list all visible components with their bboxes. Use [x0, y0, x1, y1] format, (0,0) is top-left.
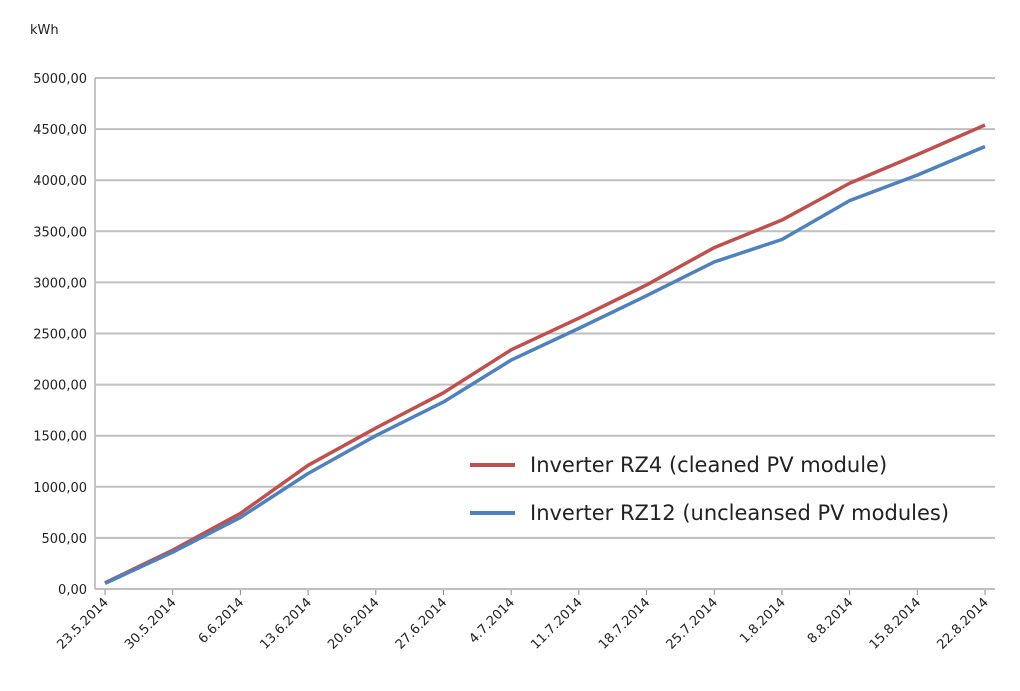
- y-tick-label: 3000,00: [33, 276, 87, 291]
- legend-label: Inverter RZ12 (uncleansed PV modules): [530, 501, 949, 525]
- y-axis-label: kWh: [30, 23, 59, 38]
- lines: [104, 123, 986, 585]
- x-tick-label: 1.8.2014: [737, 595, 789, 647]
- x-tick-label: 20.6.2014: [325, 595, 382, 652]
- x-tick-label: 11.7.2014: [528, 595, 585, 652]
- series-line: [104, 123, 986, 585]
- y-tick-label: 2000,00: [33, 379, 87, 394]
- x-tick-label: 23.5.2014: [54, 595, 111, 652]
- x-tick-label: 8.8.2014: [805, 595, 857, 647]
- legend: Inverter RZ4 (cleaned PV module) Inverte…: [470, 453, 949, 525]
- y-tick-label: 4000,00: [33, 174, 87, 189]
- y-tick-label: 5000,00: [33, 72, 87, 87]
- x-tick-label: 27.6.2014: [393, 595, 450, 652]
- y-tick-label: 500,00: [42, 532, 88, 547]
- y-tick-label: 1000,00: [33, 481, 87, 496]
- x-tick-label: 4.7.2014: [466, 595, 518, 647]
- x-tick-label: 13.6.2014: [258, 595, 315, 652]
- y-tick-label: 1500,00: [33, 430, 87, 445]
- x-tick-label: 18.7.2014: [596, 595, 653, 652]
- x-tick-label: 6.6.2014: [196, 595, 248, 647]
- legend-label: Inverter RZ4 (cleaned PV module): [530, 453, 887, 477]
- series-line: [104, 144, 986, 585]
- x-tick-label: 30.5.2014: [122, 595, 179, 652]
- y-tick-label: 2500,00: [33, 328, 87, 343]
- x-tick-label: 25.7.2014: [664, 595, 721, 652]
- x-tick-label: 15.8.2014: [867, 595, 924, 652]
- y-tick-label: 4500,00: [33, 123, 87, 138]
- x-tick-label: 22.8.2014: [934, 595, 991, 652]
- y-tick-label: 3500,00: [33, 225, 87, 240]
- y-tick-label: 0,00: [58, 583, 87, 598]
